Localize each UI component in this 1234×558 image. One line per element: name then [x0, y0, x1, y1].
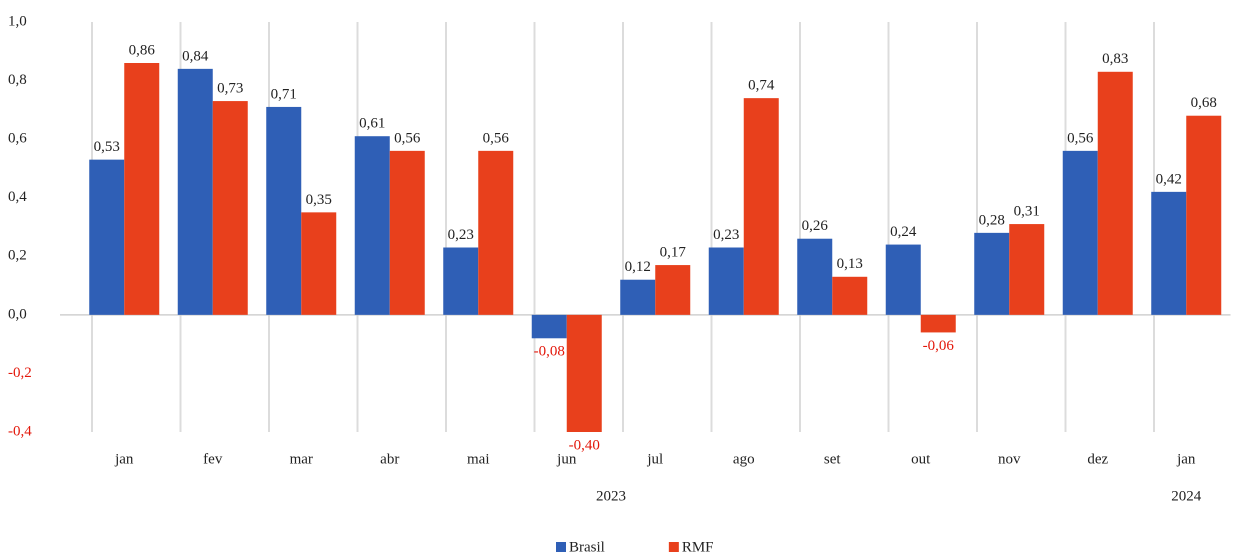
x-tick-label: set: [824, 451, 841, 467]
bar: [354, 136, 390, 315]
legend-swatch: [668, 542, 679, 552]
value-label: 0,56: [483, 130, 510, 146]
value-label: 0,23: [448, 227, 474, 243]
value-label: 0,23: [713, 227, 739, 243]
bar: [885, 244, 921, 315]
value-label: 0,56: [1067, 130, 1094, 146]
value-label: -0,06: [923, 338, 955, 354]
y-tick-label: -0,2: [8, 365, 32, 381]
value-label: 0,35: [306, 192, 332, 208]
bar: [1062, 150, 1098, 315]
y-tick-label: 0,2: [8, 248, 27, 264]
bar: [620, 279, 656, 315]
x-tick-label: fev: [203, 451, 223, 467]
bar: [832, 276, 868, 315]
bar: [920, 314, 956, 333]
legend-label: Brasil: [569, 539, 605, 555]
x-tick-label: abr: [380, 451, 399, 467]
value-label: 0,13: [837, 256, 863, 272]
value-label: 0,12: [625, 259, 651, 275]
value-label: 0,84: [182, 48, 209, 64]
bar: [708, 247, 744, 315]
bar: [89, 159, 125, 315]
x-tick-label: mai: [467, 451, 490, 467]
value-label: 0,26: [802, 218, 829, 234]
value-label: -0,08: [534, 344, 565, 360]
bar: [1097, 71, 1133, 315]
value-label: 0,24: [890, 224, 917, 240]
legend-label: RMF: [682, 539, 714, 555]
value-label: 0,31: [1014, 204, 1040, 220]
x-group-label: 2024: [1171, 488, 1202, 504]
value-label: 0,73: [217, 81, 243, 97]
value-label: 0,74: [748, 78, 775, 94]
x-tick-label: nov: [998, 451, 1021, 467]
value-label: 0,86: [129, 42, 156, 58]
x-tick-label: out: [911, 451, 931, 467]
value-label: 0,68: [1191, 95, 1217, 111]
bar: [974, 232, 1010, 315]
bar: [212, 101, 248, 315]
bar: [124, 63, 160, 315]
bar: [531, 314, 567, 339]
value-label: 0,53: [94, 139, 120, 155]
x-tick-label: ago: [733, 451, 755, 467]
bar: [1151, 191, 1187, 315]
value-label: 0,61: [359, 116, 385, 132]
y-tick-label: 0,6: [8, 131, 27, 147]
y-tick-label: 0,8: [8, 72, 27, 88]
value-label: 0,71: [271, 86, 297, 102]
y-tick-label: 0,4: [8, 189, 27, 205]
x-tick-label: dez: [1087, 451, 1108, 467]
bar: [1009, 224, 1045, 315]
value-label: 0,56: [394, 130, 421, 146]
value-label: 0,28: [979, 212, 1005, 228]
bar: [566, 314, 602, 432]
value-label: 0,42: [1156, 171, 1182, 187]
x-tick-label: jan: [114, 451, 134, 467]
x-tick-label: jul: [646, 451, 663, 467]
legend-swatch: [556, 542, 566, 552]
bar: [797, 238, 833, 315]
y-tick-label: 0,0: [8, 306, 27, 322]
bar: [743, 98, 779, 315]
bar: [655, 265, 691, 315]
bar: [301, 212, 337, 315]
bar: [266, 106, 302, 315]
y-tick-label: 1,0: [8, 13, 27, 29]
y-tick-label: -0,4: [8, 423, 32, 439]
x-group-label: 2023: [596, 488, 626, 504]
bar: [478, 150, 514, 315]
x-tick-label: mar: [290, 451, 313, 467]
bar: [177, 68, 213, 315]
x-tick-label: jan: [1176, 451, 1196, 467]
value-label: 0,17: [660, 245, 687, 261]
bar: [443, 247, 479, 315]
bar: [1186, 115, 1222, 315]
value-label: 0,83: [1102, 51, 1128, 67]
x-tick-label: jun: [556, 451, 577, 467]
bar: [389, 150, 425, 315]
value-label: -0,40: [569, 437, 600, 453]
